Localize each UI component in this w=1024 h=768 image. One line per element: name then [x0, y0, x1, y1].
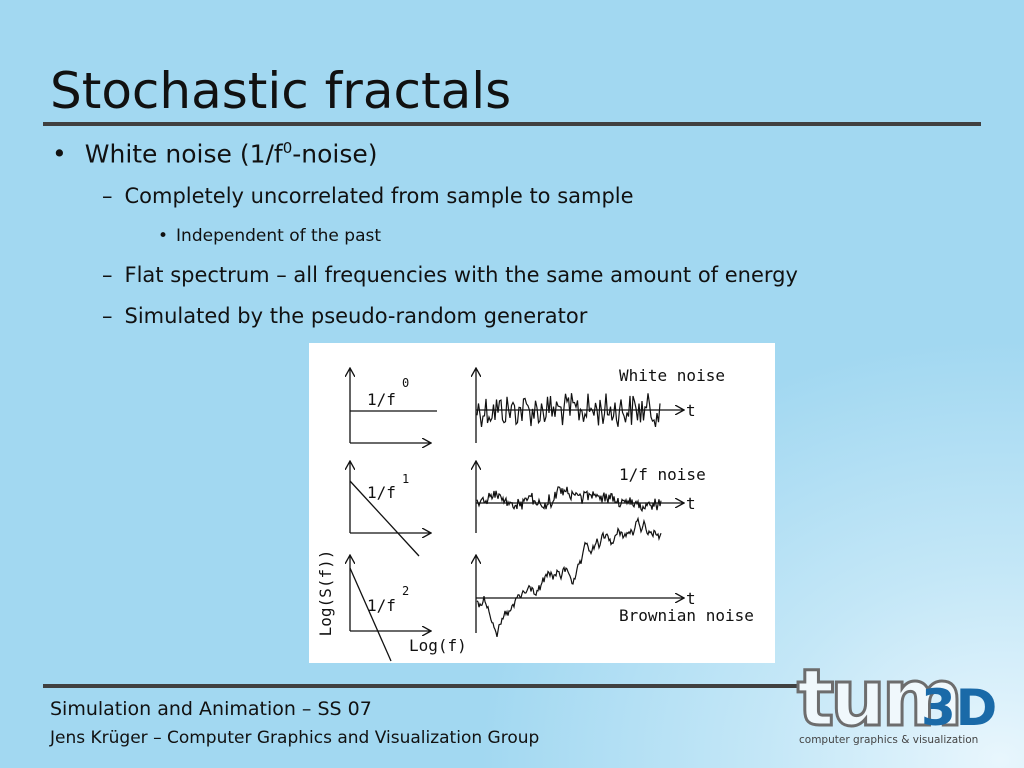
spectrum-exponent: 1: [402, 472, 409, 486]
signal-label: 1/f noise: [619, 465, 706, 484]
spectrum-label: 1/f: [367, 483, 396, 502]
bullet-text: Independent of the past: [176, 226, 382, 246]
signal-label: White noise: [619, 366, 725, 385]
spectrum-line: [349, 480, 420, 557]
sub-bullet: – Completely uncorrelated from sample to …: [102, 184, 634, 208]
signal-label: Brownian noise: [619, 606, 754, 625]
bullet-text: Completely uncorrelated from sample to s…: [124, 184, 634, 208]
bullet-text: -noise): [292, 139, 378, 169]
time-axis-label: t: [686, 494, 696, 513]
logo-suffix: 3D: [921, 679, 995, 737]
sub-sub-bullet: • Independent of the past: [158, 226, 382, 246]
spectrum-label: 1/f: [367, 596, 396, 615]
spectrum-exponent: 0: [402, 376, 409, 390]
logo-main: tum: [797, 655, 959, 744]
bullet-text: White noise (1/f: [84, 139, 283, 169]
noise-signal: [476, 516, 662, 638]
spectrum-exponent: 2: [402, 584, 409, 598]
footer-author: Jens Krüger – Computer Graphics and Visu…: [50, 728, 540, 748]
bullet-text: Flat spectrum – all frequencies with the…: [124, 263, 798, 287]
time-axis-label: t: [686, 589, 696, 608]
bullet: • White noise (1/f0-noise): [52, 139, 378, 169]
superscript: 0: [282, 139, 293, 157]
noise-figure: Log(S(f)) Log(f) 1/f 0 White noise t 1/f 1 1/f…: [309, 343, 775, 663]
logo: tum 3D computer graphics & visualization: [796, 655, 996, 746]
logo-tagline: computer graphics & visualization: [799, 734, 978, 746]
x-axis-label: Log(f): [409, 636, 467, 655]
y-axis-label: Log(S(f)): [316, 550, 335, 637]
noise-signal: [476, 486, 662, 513]
time-axis-label: t: [686, 401, 696, 420]
spectrum-line: [349, 567, 392, 662]
bullet-text: Simulated by the pseudo-random generator: [124, 304, 588, 328]
spectrum-label: 1/f: [367, 390, 396, 409]
sub-bullet: – Simulated by the pseudo-random generato…: [102, 304, 588, 328]
sub-bullet: – Flat spectrum – all frequencies with th…: [102, 263, 798, 287]
noise-signal: [476, 393, 661, 428]
slide-title: Stochastic fractals: [50, 62, 512, 120]
footer-course: Simulation and Animation – SS 07: [50, 698, 372, 720]
footer-rule: [43, 684, 803, 688]
title-rule: [43, 122, 981, 126]
